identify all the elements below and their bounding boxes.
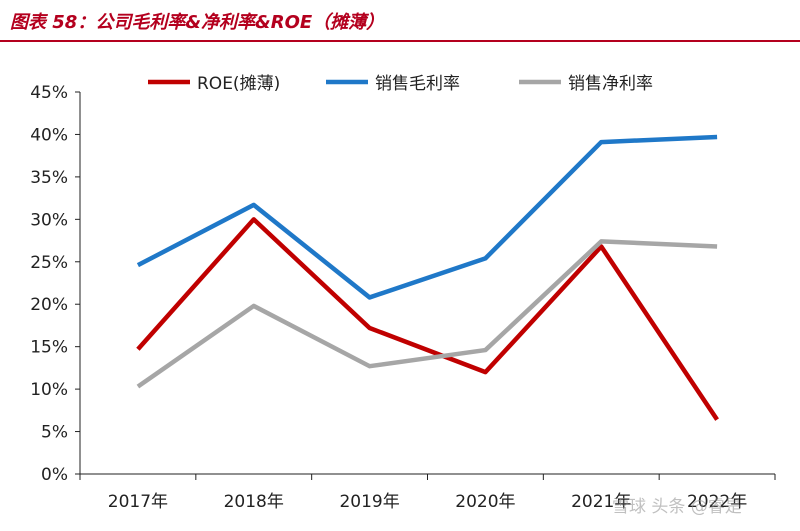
x-tick-label: 2018年 [224,492,284,512]
series-line-net [136,239,718,389]
x-axis-ticks: 2017年 2018年 2019年 2020年 2021年 2022年 [79,474,776,512]
series-line-gross [136,134,718,300]
figure-header: 图表 58：公司毛利率&净利率&ROE（摊薄） [0,0,800,42]
y-tick-label: 35% [30,168,68,188]
line-chart: 0%5%10%15%20%25%30%35%40%45% 2017年 2018年 2… [30,74,776,512]
chart-axes [79,92,775,475]
legend-label-roe: ROE(摊薄) [197,74,280,94]
legend-label-net: 销售净利率 [568,74,653,94]
y-axis-ticks: 0% 5% 10% 15% 20% 25% 30% 35% 40% 45% [30,83,80,485]
x-tick-label: 2020年 [455,492,515,512]
y-tick-label: 20% [30,295,68,315]
figure-title: 图表 58：公司毛利率&净利率&ROE（摊薄） [10,12,385,33]
y-tick-label: 10% [30,380,68,400]
watermark-text: 雪球 头条 @睿是 [612,497,742,517]
x-tick-label: 2021年 [571,492,631,512]
x-tick-label: 2017年 [108,492,168,512]
legend-label-gross: 销售毛利率 [375,74,460,94]
y-tick-label: 5% [41,423,68,443]
y-tick-label: 40% [30,125,68,145]
y-tick-label: 15% [30,338,68,358]
x-tick-label: 2019年 [339,492,399,512]
y-tick-label: 0% [41,465,68,485]
x-tick-label: 2022年 [687,492,747,512]
chart-series [136,134,719,421]
y-tick-label: 30% [30,210,68,230]
y-tick-label: 45% [30,83,68,103]
y-tick-label: 25% [30,253,68,273]
chart-legend: ROE(摊薄) 销售毛利率 销售净利率 [148,74,653,94]
series-line-roe [136,217,719,421]
